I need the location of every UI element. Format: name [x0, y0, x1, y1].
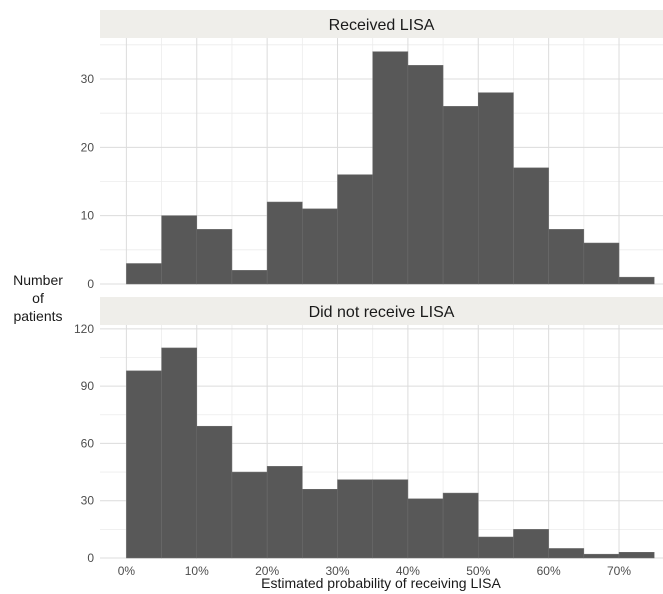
facet-strip [100, 10, 663, 38]
y-tick-label: 20 [81, 140, 95, 154]
y-axis-title-line-1: Number [13, 272, 63, 288]
histogram-bar [196, 229, 233, 285]
histogram-bar [372, 479, 409, 559]
y-tick-label: 10 [81, 209, 95, 223]
x-tick-label: 10% [185, 564, 209, 578]
facet-panel-2: Did not receive LISA 0 30 60 90 120 [74, 297, 663, 565]
x-tick-label: 40% [396, 564, 420, 578]
histogram-bar [548, 229, 585, 285]
facet-strip-title: Did not receive LISA [309, 304, 455, 321]
histogram-bar [196, 425, 233, 559]
facet-panel-1: Received LISA 0 10 20 30 [81, 10, 663, 291]
y-tick-label: 120 [74, 322, 94, 336]
histogram-bar [126, 370, 162, 559]
histogram-bar [442, 492, 479, 559]
x-tick-label: 70% [607, 564, 631, 578]
histogram-bar [442, 106, 479, 285]
histogram-bar [583, 242, 620, 285]
x-tick-label: 30% [326, 564, 350, 578]
histogram-bar [372, 51, 409, 285]
x-tick-label: 60% [537, 564, 561, 578]
histogram-bar [126, 263, 162, 285]
histogram-bar [478, 92, 514, 285]
histogram-bar [407, 65, 444, 285]
histogram-bar [266, 201, 303, 285]
histogram-bar [302, 488, 338, 559]
histogram-bar [583, 553, 620, 559]
x-axis-title: Estimated probability of receiving LISA [261, 575, 501, 591]
y-tick-label: 0 [87, 277, 94, 291]
histogram-bar [618, 276, 655, 285]
facet-strip-title: Received LISA [329, 17, 435, 34]
y-tick-label: 30 [81, 494, 95, 508]
histogram-bar [513, 529, 549, 559]
y-axis-title-line-3: patients [13, 308, 62, 324]
histogram-bar [337, 479, 373, 559]
y-tick-label: 60 [81, 436, 95, 450]
facet-strip [100, 297, 663, 325]
histogram-bar [478, 536, 514, 559]
histogram-bar [161, 215, 198, 285]
x-tick-label: 50% [466, 564, 490, 578]
histogram-bar [266, 466, 303, 559]
x-tick-label: 20% [255, 564, 279, 578]
y-axis-title-line-2: of [32, 290, 44, 306]
histogram-bar [618, 552, 655, 559]
histogram-bar [548, 548, 585, 559]
histogram-bar [407, 498, 444, 559]
y-tick-label: 30 [81, 72, 95, 86]
histogram-bar [161, 347, 198, 559]
histogram-bar [231, 270, 268, 285]
y-tick-label: 90 [81, 379, 95, 393]
histogram-bar [302, 208, 338, 285]
histogram-bar [513, 167, 549, 285]
x-tick-label: 0% [118, 564, 136, 578]
y-axis-title: Number of patients [13, 272, 63, 324]
histogram-bar [337, 174, 373, 285]
y-tick-label: 0 [87, 551, 94, 565]
histogram-bar [231, 471, 268, 559]
x-axis: 0% 10% 20% 30% 40% 50% 60% 70% [118, 564, 632, 578]
